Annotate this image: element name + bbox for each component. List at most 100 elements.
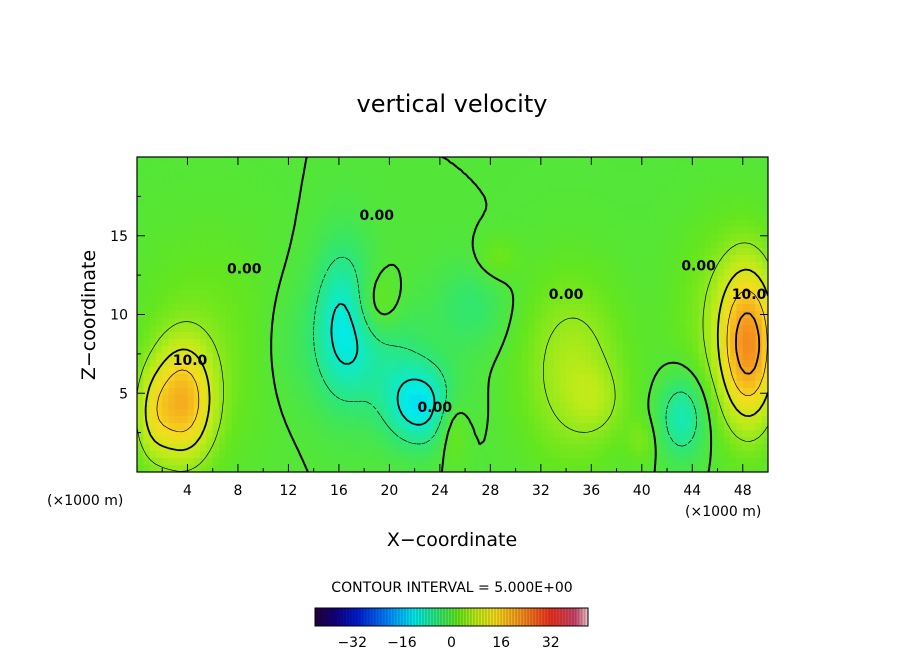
heatmap-cell (572, 192, 580, 200)
heatmap-cell (679, 423, 687, 431)
heatmap-cell (402, 402, 409, 410)
heatmap-cell (761, 234, 768, 242)
heatmap-cell (685, 332, 693, 340)
heatmap-cell (749, 444, 756, 452)
heatmap-cell (244, 395, 252, 403)
heatmap-cell (458, 416, 466, 424)
heatmap-cell (364, 402, 372, 410)
heatmap-cell (559, 185, 567, 193)
heatmap-cell (250, 430, 258, 438)
heatmap-cell (402, 262, 409, 270)
heatmap-cell (244, 437, 252, 445)
heatmap-cell (635, 409, 643, 417)
heatmap-cell (155, 332, 163, 340)
heatmap-cell (326, 178, 334, 186)
heatmap-cell (610, 248, 618, 256)
heatmap-cell (528, 458, 536, 466)
heatmap-cell (288, 269, 296, 277)
heatmap-cell (528, 304, 536, 312)
heatmap-cell (181, 220, 189, 228)
heatmap-cell (553, 206, 561, 214)
heatmap-cell (231, 213, 239, 221)
heatmap-cell (294, 178, 302, 186)
heatmap-cell (338, 353, 346, 361)
heatmap-cell (509, 318, 517, 326)
heatmap-cell (465, 234, 473, 242)
heatmap-cell (629, 157, 637, 165)
heatmap-cell (673, 367, 681, 375)
heatmap-cell (761, 304, 768, 312)
heatmap-cell (364, 227, 372, 235)
heatmap-cell (667, 241, 674, 249)
heatmap-cell (162, 185, 170, 193)
heatmap-cell (149, 360, 157, 368)
heatmap-cell (673, 437, 681, 445)
heatmap-cell (458, 367, 466, 375)
heatmap-cell (534, 367, 542, 375)
heatmap-cell (635, 451, 643, 459)
heatmap-cell (389, 241, 397, 249)
heatmap-cell (200, 220, 208, 228)
contour-line-0 (270, 157, 713, 472)
heatmap-cell (736, 199, 744, 207)
heatmap-cell (313, 451, 321, 459)
heatmap-cell (730, 339, 738, 347)
heatmap-cell (723, 255, 731, 263)
heatmap-cell (471, 388, 479, 396)
colorbar-cell (461, 607, 466, 627)
heatmap-cell (307, 367, 315, 375)
heatmap-cell (465, 290, 473, 298)
heatmap-cell (250, 220, 258, 228)
heatmap-cell (200, 157, 208, 165)
heatmap-cell (723, 220, 731, 228)
heatmap-cell (244, 276, 252, 284)
heatmap-cell (244, 213, 252, 221)
heatmap-cell (402, 409, 409, 417)
heatmap-cell (597, 255, 605, 263)
heatmap-cell (667, 423, 674, 431)
heatmap-cell (490, 283, 498, 291)
heatmap-cell (357, 332, 365, 340)
heatmap-cell (629, 171, 637, 179)
heatmap-cell (237, 199, 245, 207)
heatmap-cell (749, 318, 756, 326)
heatmap-cell (603, 199, 611, 207)
heatmap-cell (452, 262, 460, 270)
colorbar-cell (500, 607, 505, 627)
heatmap-cell (174, 283, 182, 291)
heatmap-cell (383, 213, 390, 221)
heatmap-cell (263, 171, 271, 179)
heatmap-cell (137, 297, 144, 305)
heatmap-cell (275, 318, 283, 326)
heatmap-cell (521, 409, 529, 417)
heatmap-cell (414, 444, 422, 452)
heatmap-cell (578, 374, 586, 382)
heatmap-cell (685, 192, 693, 200)
heatmap-cell (679, 213, 687, 221)
heatmap-cell (288, 262, 296, 270)
heatmap-cell (187, 353, 195, 361)
heatmap-cell (578, 395, 586, 403)
heatmap-cell (755, 451, 763, 459)
colorbar-cell (389, 607, 394, 627)
heatmap-cell (704, 395, 712, 403)
heatmap-cell (168, 402, 176, 410)
heatmap-cell (502, 339, 510, 347)
heatmap-cell (597, 262, 605, 270)
heatmap-cell (484, 346, 491, 354)
heatmap-cell (174, 185, 182, 193)
heatmap-cell (370, 367, 378, 375)
heatmap-cell (704, 255, 712, 263)
heatmap-cell (704, 304, 712, 312)
heatmap-cell (654, 325, 662, 333)
heatmap-cell (635, 178, 643, 186)
heatmap-cell (187, 157, 195, 165)
heatmap-cell (319, 311, 327, 319)
heatmap-cell (685, 157, 693, 165)
heatmap-cell (591, 199, 599, 207)
heatmap-cell (654, 381, 662, 389)
heatmap-cell (244, 381, 252, 389)
heatmap-cell (553, 318, 561, 326)
heatmap-cell (622, 283, 630, 291)
heatmap-cell (648, 444, 656, 452)
